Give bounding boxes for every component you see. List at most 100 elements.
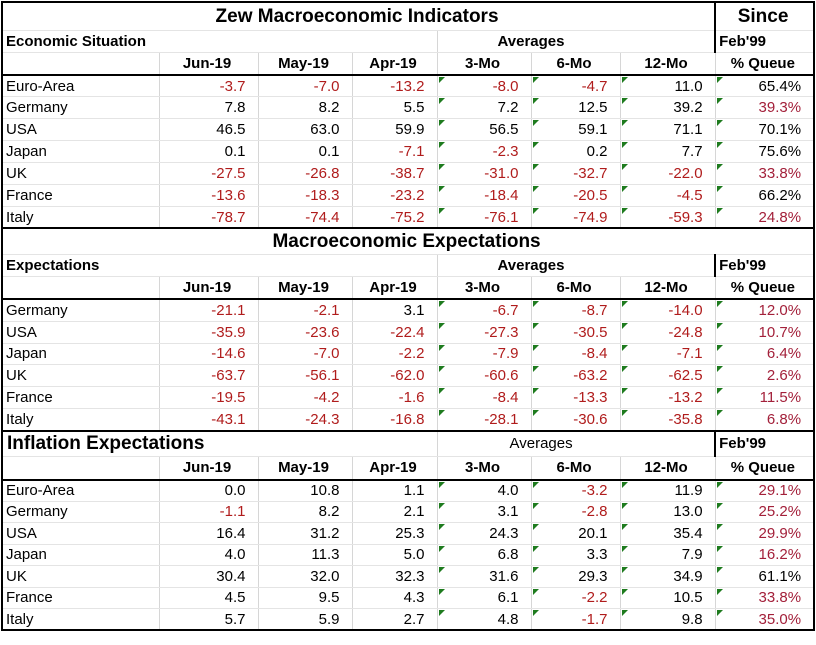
table-cell: -4.7 — [531, 75, 621, 98]
table-row: Euro-Area 0.0 10.8 1.1 4.0 -3.2 11.9 29.1% — [1, 479, 816, 502]
table-cell: 3.1 — [352, 299, 438, 322]
table-row: Germany 7.8 8.2 5.5 7.2 12.5 39.2 39.3% — [1, 96, 816, 120]
table-cell: 25.3 — [352, 522, 438, 545]
table-cell: 1.1 — [352, 479, 438, 502]
table-cell: 4.5 — [159, 587, 259, 610]
row-label: USA — [1, 118, 160, 142]
since-label: Since — [715, 1, 816, 31]
table-row: UK 30.4 32.0 32.3 31.6 29.3 34.9 61.1% — [1, 565, 816, 588]
table-cell: -32.7 — [531, 162, 621, 185]
table-cell: 2.7 — [352, 608, 438, 632]
table-cell: -8.4 — [437, 386, 532, 410]
table-row: Italy 5.7 5.9 2.7 4.8 -1.7 9.8 35.0% — [1, 608, 816, 632]
table-cell: 4.0 — [437, 479, 532, 502]
row-label: Italy — [1, 608, 160, 632]
table-cell: -8.4 — [531, 343, 621, 366]
table-cell: 8.2 — [258, 501, 353, 524]
table-cell: -6.7 — [437, 299, 532, 322]
section-1-averages-label: Averages — [437, 30, 717, 53]
table-row: USA -35.9 -23.6 -22.4 -27.3 -30.5 -24.8 10.7% — [1, 321, 816, 344]
row-label: UK — [1, 364, 160, 388]
table-cell: 35.4 — [620, 522, 716, 545]
row-label: Germany — [1, 96, 160, 120]
column-header: Jun-19 — [159, 456, 259, 481]
table-cell: -74.4 — [258, 206, 353, 229]
table-cell: 0.1 — [258, 140, 353, 164]
table-cell: 7.2 — [437, 96, 532, 120]
table-row: France -19.5 -4.2 -1.6 -8.4 -13.3 -13.2 11.5% — [1, 386, 816, 410]
table-cell: -62.5 — [620, 364, 716, 388]
table-cell: -31.0 — [437, 162, 532, 185]
table-cell: -30.5 — [531, 321, 621, 344]
section-1-title-row: Zew Macroeconomic Indicators Since — [0, 1, 816, 31]
table-cell: 31.6 — [437, 565, 532, 588]
column-header: % Queue — [715, 456, 816, 481]
table-cell: -7.1 — [620, 343, 716, 366]
table-cell: 0.2 — [531, 140, 621, 164]
table-cell: 0.0 — [159, 479, 259, 502]
table-cell: -74.9 — [531, 206, 621, 229]
section-2-title-row: Macroeconomic Expectations — [0, 227, 816, 255]
table-row: Italy -78.7 -74.4 -75.2 -76.1 -74.9 -59.3 24.8% — [1, 206, 816, 229]
table-cell: 31.2 — [258, 522, 353, 545]
table-cell: 24.8% — [715, 206, 816, 229]
table-cell: 29.1% — [715, 479, 816, 502]
section-1-column-header-row: Jun-19 May-19 Apr-19 3-Mo 6-Mo 12-Mo% Queue — [1, 52, 816, 76]
column-header: Jun-19 — [159, 52, 259, 76]
column-header: 6-Mo — [531, 276, 621, 301]
table-row: France -13.6 -18.3 -23.2 -18.4 -20.5 -4.5 66.2% — [1, 184, 816, 207]
table-cell: -27.5 — [159, 162, 259, 185]
table-row: Japan -14.6 -7.0 -2.2 -7.9 -8.4 -7.1 6.4% — [1, 343, 816, 366]
table-cell: 11.0 — [620, 75, 716, 98]
table-cell: -21.1 — [159, 299, 259, 322]
table-cell: -13.6 — [159, 184, 259, 207]
table-cell: -3.2 — [531, 479, 621, 502]
row-label: Italy — [1, 408, 160, 432]
row-label: Italy — [1, 206, 160, 229]
table-cell: 8.2 — [258, 96, 353, 120]
row-label: France — [1, 184, 160, 207]
table-cell: 70.1% — [715, 118, 816, 142]
row-label: USA — [1, 321, 160, 344]
table-cell: 20.1 — [531, 522, 621, 545]
table-cell: -2.2 — [352, 343, 438, 366]
table-cell: -62.0 — [352, 364, 438, 388]
row-label: Japan — [1, 140, 160, 164]
table-cell: 10.7% — [715, 321, 816, 344]
table-cell: -43.1 — [159, 408, 259, 432]
column-header: Apr-19 — [352, 276, 438, 301]
column-header: May-19 — [258, 276, 353, 301]
table-cell: 5.5 — [352, 96, 438, 120]
table-row: USA 16.4 31.2 25.3 24.3 20.1 35.4 29.9% — [1, 522, 816, 545]
table-cell: -3.7 — [159, 75, 259, 98]
table-cell: 12.5 — [531, 96, 621, 120]
table-cell: -20.5 — [531, 184, 621, 207]
table-cell: -76.1 — [437, 206, 532, 229]
table-cell: -26.8 — [258, 162, 353, 185]
table-cell: 10.5 — [620, 587, 716, 610]
table-cell: -8.0 — [437, 75, 532, 98]
column-header: 6-Mo — [531, 456, 621, 481]
table-cell: -7.9 — [437, 343, 532, 366]
column-header: 3-Mo — [437, 52, 532, 76]
table-row: UK -27.5 -26.8 -38.7 -31.0 -32.7 -22.0 33.8% — [1, 162, 816, 185]
table-cell: -24.3 — [258, 408, 353, 432]
table-cell: 11.3 — [258, 544, 353, 567]
table-cell: -23.6 — [258, 321, 353, 344]
table-cell: 71.1 — [620, 118, 716, 142]
table-cell: 12.0% — [715, 299, 816, 322]
table-row: UK -63.7 -56.1 -62.0 -60.6 -63.2 -62.5 2.6% — [1, 364, 816, 388]
table-cell: 32.3 — [352, 565, 438, 588]
table-cell: 16.4 — [159, 522, 259, 545]
table-cell: 39.3% — [715, 96, 816, 120]
section-2-averages-label: Averages — [437, 254, 717, 277]
table-cell: 6.8% — [715, 408, 816, 432]
table-cell: 9.8 — [620, 608, 716, 632]
row-label: France — [1, 386, 160, 410]
column-header: Apr-19 — [352, 456, 438, 481]
row-label: Euro-Area — [1, 479, 160, 502]
column-header: % Queue — [715, 276, 816, 301]
table-cell: 32.0 — [258, 565, 353, 588]
table-row: USA 46.5 63.0 59.9 56.5 59.1 71.1 70.1% — [1, 118, 816, 142]
column-header: May-19 — [258, 52, 353, 76]
